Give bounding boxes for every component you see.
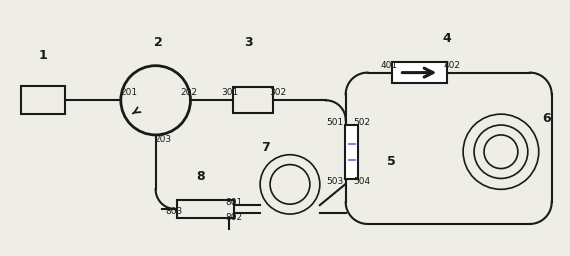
Text: 2: 2 [154,36,163,49]
Text: 201: 201 [120,88,137,97]
Text: 5: 5 [387,155,396,168]
Text: 1: 1 [39,49,47,62]
Text: 803: 803 [165,207,182,216]
Text: 504: 504 [353,177,370,186]
Bar [177,200,234,218]
Text: 203: 203 [154,135,171,144]
Bar [21,87,65,114]
Text: 6: 6 [543,112,551,125]
Text: 4: 4 [443,33,451,46]
Text: 503: 503 [326,177,343,186]
Text: 801: 801 [226,198,243,207]
Bar [233,88,273,113]
Text: 502: 502 [353,118,370,126]
Bar [345,124,358,179]
Text: 8: 8 [196,170,205,183]
Text: 501: 501 [326,118,343,126]
Text: 301: 301 [222,88,239,97]
Bar [392,62,447,83]
Text: 202: 202 [180,88,197,97]
Text: 3: 3 [244,36,253,49]
Text: 402: 402 [443,61,461,70]
Text: 401: 401 [381,61,398,70]
Text: 7: 7 [260,141,270,154]
Text: 302: 302 [270,88,287,97]
Text: 802: 802 [226,212,243,221]
